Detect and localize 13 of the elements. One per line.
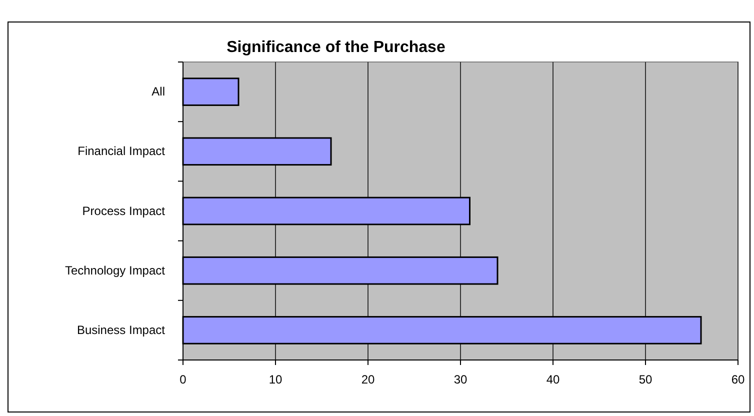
x-tick-label: 20 (361, 372, 375, 387)
y-tick-label: All (152, 84, 165, 99)
chart-title: Significance of the Purchase (226, 39, 446, 56)
x-tick-label: 0 (180, 372, 187, 387)
x-tick-label: 40 (546, 372, 560, 387)
x-tick-label: 30 (454, 372, 468, 387)
y-tick-label: Process Impact (82, 204, 166, 218)
x-tick-label: 10 (268, 372, 282, 387)
x-tick-label: 50 (638, 372, 652, 387)
y-tick-label: Financial Impact (78, 144, 166, 158)
y-tick-label: Business Impact (76, 323, 166, 338)
y-tick-label: Technology Impact (64, 263, 166, 278)
x-tick-label: 60 (731, 372, 745, 387)
